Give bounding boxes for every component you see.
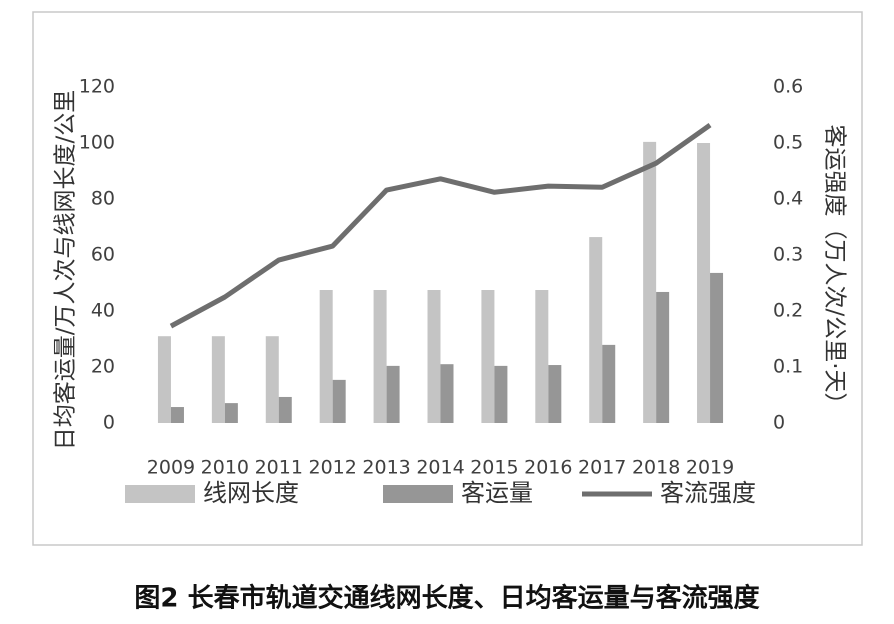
x-tick-label: 2010 xyxy=(201,457,249,479)
y-tick-label: 0 xyxy=(103,412,115,434)
bar xyxy=(157,336,171,423)
x-tick-label: 2018 xyxy=(632,457,680,479)
y-tick-label: 60 xyxy=(91,244,115,266)
y-tick-label: 40 xyxy=(91,300,115,322)
chart-frame xyxy=(32,11,863,546)
y2-tick-label: 0.5 xyxy=(773,132,803,154)
x-tick-label: 2009 xyxy=(147,457,195,479)
bar xyxy=(319,290,333,423)
x-tick-label: 2013 xyxy=(362,457,410,479)
y-tick-label: 80 xyxy=(91,188,115,210)
y-tick-label: 100 xyxy=(79,132,115,154)
y2-tick-label: 0.4 xyxy=(773,188,803,210)
legend-swatch xyxy=(125,485,195,503)
x-tick-label: 2014 xyxy=(416,457,464,479)
bar xyxy=(697,143,711,423)
legend-label: 客运量 xyxy=(461,479,533,507)
x-tick-label: 2015 xyxy=(470,457,518,479)
bar xyxy=(170,407,184,423)
bar xyxy=(386,365,400,423)
bar xyxy=(265,336,279,423)
x-tick-label: 2019 xyxy=(686,457,734,479)
bar xyxy=(602,344,616,423)
bar xyxy=(440,364,454,423)
y2-tick-label: 0.3 xyxy=(773,244,803,266)
bar xyxy=(278,396,292,423)
y2-tick-label: 0 xyxy=(773,412,785,434)
bar xyxy=(535,290,549,423)
y2-tick-label: 0.1 xyxy=(773,356,803,378)
y2-axis-title: 客运强度（万人次/公里·天） xyxy=(822,124,848,415)
x-tick-label: 2011 xyxy=(255,457,303,479)
bar xyxy=(494,365,508,423)
bar xyxy=(710,272,724,423)
legend-label: 线网长度 xyxy=(203,479,299,507)
bar xyxy=(373,290,387,423)
bar xyxy=(427,290,441,423)
bar xyxy=(656,291,670,423)
y2-tick-label: 0.6 xyxy=(773,76,803,98)
y-tick-label: 120 xyxy=(79,76,115,98)
bar xyxy=(332,379,346,423)
x-tick-label: 2017 xyxy=(578,457,626,479)
bar xyxy=(224,403,238,423)
legend-label: 客流强度 xyxy=(660,479,756,507)
bar xyxy=(211,336,225,423)
caption: 图2 长春市轨道交通线网长度、日均客运量与客流强度 xyxy=(134,583,759,614)
bar xyxy=(589,237,603,423)
bar xyxy=(481,290,495,423)
x-tick-label: 2012 xyxy=(309,457,357,479)
bar xyxy=(643,141,657,423)
bar xyxy=(548,365,562,423)
y-axis-title: 日均客运量/万人次与线网长度/公里 xyxy=(53,90,79,451)
y-tick-label: 20 xyxy=(91,356,115,378)
line xyxy=(169,123,712,329)
x-tick-label: 2016 xyxy=(524,457,572,479)
legend-swatch xyxy=(383,485,453,503)
y2-tick-label: 0.2 xyxy=(773,300,803,322)
